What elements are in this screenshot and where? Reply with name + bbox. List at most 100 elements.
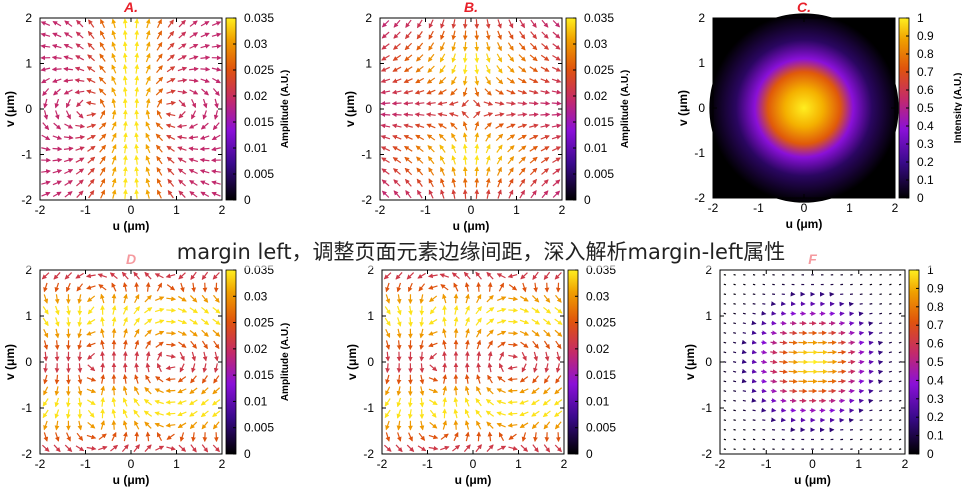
vector-arrow bbox=[41, 146, 51, 152]
vector-arrow bbox=[529, 167, 538, 176]
vector-arrow bbox=[212, 88, 220, 96]
colorbar-tick-label: 0.5 bbox=[927, 355, 944, 369]
vector-arrow bbox=[476, 362, 482, 373]
vector-arrow bbox=[465, 431, 470, 442]
vector-arrow bbox=[122, 29, 128, 40]
vector-arrow bbox=[145, 340, 151, 349]
vector-arrow bbox=[145, 431, 151, 442]
vector-arrow bbox=[837, 349, 847, 355]
vector-arrow bbox=[532, 444, 539, 453]
vector-arrow bbox=[200, 180, 210, 186]
vector-arrow bbox=[396, 294, 402, 304]
vector-arrow bbox=[64, 180, 73, 186]
y-tick-label: -1 bbox=[701, 401, 712, 415]
vector-arrow bbox=[496, 53, 503, 63]
vector-arrow bbox=[723, 351, 727, 354]
vector-arrow bbox=[87, 306, 95, 315]
vector-arrow bbox=[403, 100, 413, 106]
vector-arrow bbox=[155, 88, 164, 96]
vector-arrow bbox=[426, 89, 436, 95]
vector-arrow bbox=[155, 376, 164, 383]
vector-arrow bbox=[122, 98, 128, 108]
vector-arrow bbox=[428, 342, 438, 348]
vector-arrow bbox=[166, 446, 176, 451]
vector-arrow bbox=[442, 420, 448, 430]
vector-arrow bbox=[440, 445, 450, 451]
vector-arrow bbox=[733, 419, 736, 421]
vector-arrow bbox=[898, 370, 902, 373]
vector-arrow bbox=[111, 98, 117, 108]
vector-arrow bbox=[134, 431, 140, 442]
vector-arrow bbox=[111, 177, 117, 188]
vector-arrow bbox=[496, 388, 506, 394]
vector-arrow bbox=[419, 397, 425, 408]
vector-arrow bbox=[554, 421, 562, 430]
vector-arrow bbox=[165, 112, 176, 117]
vector-arrow bbox=[869, 312, 873, 315]
vector-arrow bbox=[518, 65, 527, 73]
vector-arrow bbox=[154, 319, 165, 324]
vector-arrow bbox=[495, 133, 504, 142]
vector-arrow bbox=[877, 340, 884, 346]
vector-arrow bbox=[154, 422, 164, 428]
vector-arrow bbox=[156, 167, 163, 176]
y-tick-label: 2 bbox=[367, 263, 374, 277]
vector-arrow bbox=[100, 396, 106, 407]
vector-arrow bbox=[396, 420, 402, 431]
vector-arrow bbox=[898, 312, 902, 315]
vector-arrow bbox=[99, 98, 106, 108]
vector-arrow bbox=[540, 135, 550, 140]
vector-arrow bbox=[166, 66, 176, 73]
vector-arrow bbox=[779, 349, 788, 355]
vector-arrow bbox=[464, 305, 470, 315]
vector-arrow bbox=[733, 380, 737, 383]
vector-arrow bbox=[212, 272, 220, 280]
vector-arrow bbox=[898, 399, 902, 402]
vector-arrow bbox=[442, 328, 447, 338]
vector-arrow bbox=[453, 397, 459, 407]
y-tick-label: 0 bbox=[705, 355, 712, 369]
x-tick-label: 1 bbox=[513, 203, 520, 217]
colorbar-tick-label: 0.005 bbox=[584, 167, 614, 181]
vector-arrow bbox=[190, 271, 197, 280]
vector-arrow bbox=[111, 431, 117, 442]
vector-arrow bbox=[485, 399, 494, 406]
vector-arrow bbox=[122, 305, 128, 315]
vector-arrow bbox=[464, 282, 470, 292]
vector-arrow bbox=[543, 340, 550, 350]
vector-arrow bbox=[396, 374, 402, 385]
colorbar-tick-label: 1 bbox=[917, 11, 924, 25]
vector-arrow bbox=[733, 448, 736, 450]
vector-arrow bbox=[868, 359, 874, 365]
vector-arrow bbox=[42, 409, 49, 419]
vector-arrow bbox=[52, 146, 63, 152]
vector-arrow bbox=[41, 134, 51, 141]
vector-arrow bbox=[451, 155, 457, 165]
vector-arrow bbox=[461, 99, 469, 108]
colorbar-tick-label: 0.03 bbox=[586, 289, 610, 303]
vector-arrow bbox=[508, 284, 518, 291]
colorbar-tick-label: 0 bbox=[244, 193, 251, 207]
vector-arrow bbox=[476, 281, 482, 292]
vector-arrow bbox=[517, 77, 527, 84]
vector-arrow bbox=[41, 272, 50, 280]
vector-arrow bbox=[827, 340, 837, 346]
vector-arrow bbox=[43, 374, 48, 385]
vector-arrow bbox=[889, 428, 892, 431]
vector-arrow bbox=[52, 32, 62, 38]
vector-arrow bbox=[541, 31, 549, 39]
colorbar-tick-label: 0.02 bbox=[244, 89, 268, 103]
vector-arrow bbox=[506, 77, 516, 84]
vector-arrow bbox=[780, 388, 788, 394]
vector-arrow bbox=[167, 19, 174, 28]
vector-arrow bbox=[134, 120, 140, 131]
vector-arrow bbox=[848, 350, 856, 355]
colorbar-tick-label: 0 bbox=[927, 447, 934, 461]
vector-arrow bbox=[122, 408, 128, 419]
colorbar-tick-label: 0.6 bbox=[927, 337, 944, 351]
vector-arrow bbox=[543, 421, 551, 430]
vector-arrow bbox=[167, 167, 175, 176]
vector-arrow bbox=[416, 31, 423, 40]
vector-arrow bbox=[384, 317, 391, 327]
vector-arrow bbox=[178, 179, 186, 187]
